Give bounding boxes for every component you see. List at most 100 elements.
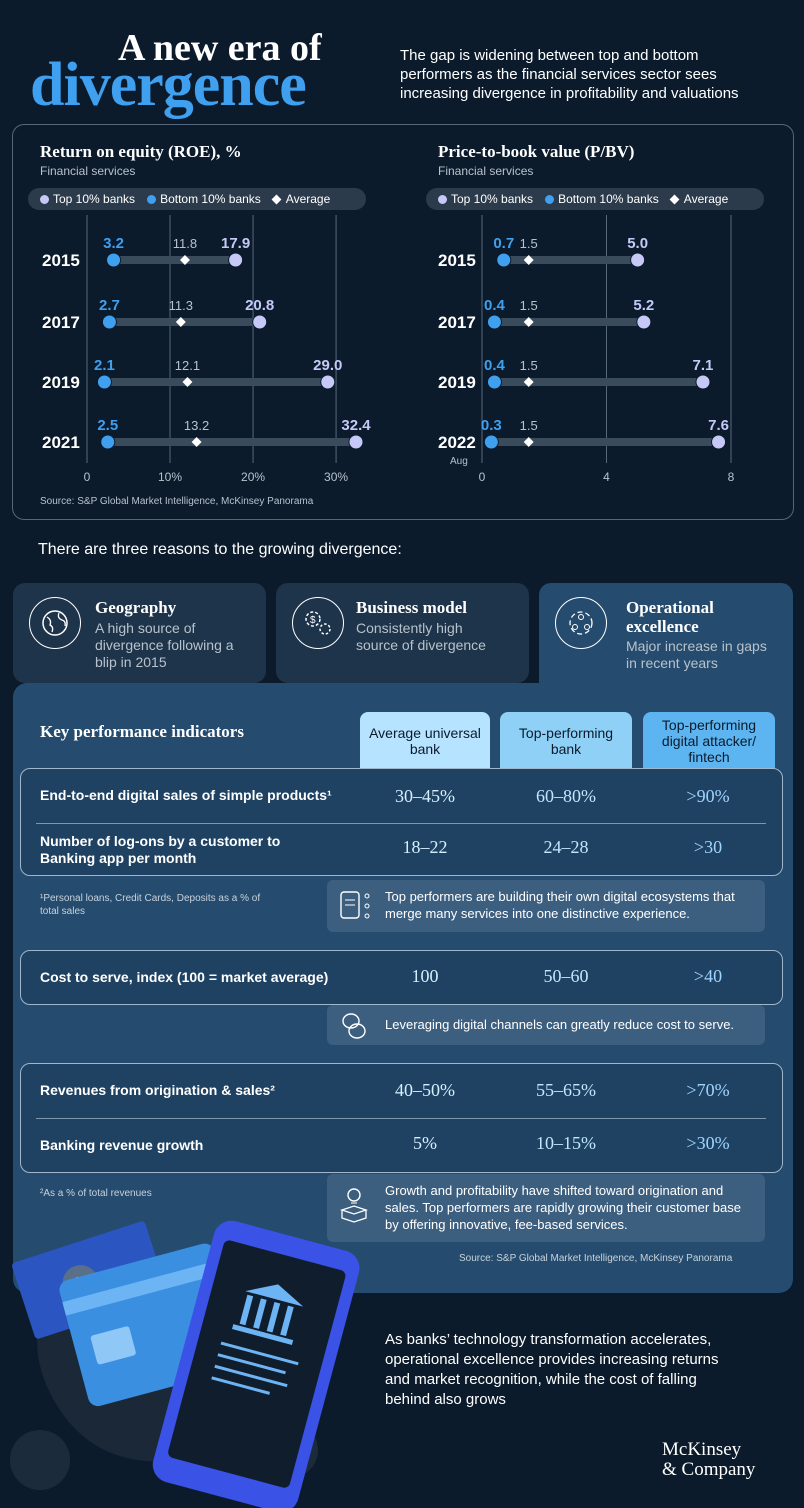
kpi-value: 24–28: [543, 837, 589, 857]
bottom-dot-icon: [545, 194, 555, 204]
bank-icon: [245, 1284, 304, 1307]
legend-top: Top 10% banks: [438, 192, 533, 206]
year-label: 2017: [42, 313, 80, 332]
roe-chart-subtitle: Financial services: [40, 164, 136, 178]
bottom-point: [483, 434, 499, 450]
top-value-label: 7.1: [693, 357, 714, 374]
kpi-row-label: End-to-end digital sales of simple produ…: [40, 787, 332, 803]
insight-text: Leveraging digital channels can greatly …: [385, 1017, 735, 1032]
kpi-value: 10–15%: [536, 1133, 596, 1153]
footnote-2: ²As a % of total revenues: [40, 1188, 152, 1199]
charts-panel: [12, 124, 794, 520]
insight-card-ecosystem: Top performers are building their own di…: [327, 880, 765, 932]
bottom-value-label: 2.1: [94, 357, 115, 374]
reason-card-business-model[interactable]: $ Business model Consistently high sourc…: [276, 583, 529, 683]
top-value-label: 32.4: [341, 417, 371, 434]
top-value-label: 5.0: [627, 235, 648, 252]
legend-bottom: Bottom 10% banks: [147, 192, 261, 206]
legend-average: Average: [669, 192, 728, 206]
legend-bottom: Bottom 10% banks: [545, 192, 659, 206]
legend-top: Top 10% banks: [40, 192, 135, 206]
mobile-network-icon: [340, 891, 370, 919]
bottom-value-label: 0.3: [481, 417, 502, 434]
diamond-icon: [669, 194, 680, 204]
kpi-value: >70%: [686, 1080, 730, 1100]
average-point: [191, 437, 202, 447]
kpi-heading: Key performance indicators: [40, 722, 244, 741]
x-tick-label: 0: [479, 470, 486, 484]
bottom-point: [96, 374, 112, 390]
phone-icon: [152, 1220, 360, 1508]
top-point: [320, 374, 336, 390]
roe-chart: 0 10% 20% 30% 2015 3.2 11.8 17.9 2017 2.7 11.3 20.8…: [42, 215, 371, 484]
reason-card-operational-excellence[interactable]: Operational excellence Major increase in…: [539, 583, 793, 693]
average-point: [523, 377, 534, 387]
column-header-average-bank: Average universal bank: [360, 712, 490, 769]
divider: [36, 823, 766, 824]
average-value-label: 12.1: [175, 358, 200, 373]
insight-text: Top performers are building their own di…: [385, 889, 735, 921]
top-point: [636, 314, 652, 330]
x-tick-label: 20%: [241, 470, 265, 484]
top-value-label: 29.0: [313, 357, 342, 374]
x-tick-label: 4: [603, 470, 610, 484]
coins-icon: [342, 1013, 366, 1039]
x-tick-label: 0: [84, 470, 91, 484]
top-point: [711, 434, 727, 450]
average-point: [523, 255, 534, 265]
column-header-top-bank: Top-performing bank: [500, 712, 632, 769]
intro-text: The gap is widening between top and bott…: [400, 47, 739, 102]
column-header-fintech: Top-performing digital attacker/ fintech: [643, 712, 775, 769]
pbv-chart: 0 4 8 2015 0.7 1.5 5.0 2017 0.4 1.5 5.2 2019 0.4 1.5 7…: [438, 215, 735, 484]
average-point: [182, 377, 193, 387]
year-label: 2019: [438, 373, 476, 392]
top-value-label: 20.8: [245, 297, 274, 314]
year-label: 2017: [438, 313, 476, 332]
kpi-source: Source: S&P Global Market Intelligence, …: [459, 1253, 733, 1264]
reasons-intro: There are three reasons to the growing d…: [38, 541, 402, 558]
average-value-label: 1.5: [520, 358, 538, 373]
bottom-point: [486, 374, 502, 390]
title-line-2: divergence: [30, 51, 307, 119]
kpi-value: 50–60: [543, 966, 589, 986]
average-value-label: 1.5: [520, 298, 538, 313]
year-label: 2015: [438, 251, 476, 270]
average-value-label: 13.2: [184, 418, 209, 433]
top-value-label: 5.2: [633, 297, 654, 314]
bottom-value-label: 0.7: [493, 235, 514, 252]
year-label: 2019: [42, 373, 80, 392]
charts-svg: 0 10% 20% 30% 2015 3.2 11.8 17.9 2017 2.7 11.3 20.8…: [42, 215, 735, 484]
top-point: [630, 252, 646, 268]
kpi-value: 5%: [413, 1133, 437, 1153]
bottom-point: [101, 314, 117, 330]
top-point: [252, 314, 268, 330]
gears-dollar-icon: $: [292, 597, 344, 649]
kpi-row-label: Banking revenue growth: [40, 1137, 204, 1153]
top-point: [348, 434, 364, 450]
bottom-point: [100, 434, 116, 450]
kpi-value: >90%: [686, 786, 730, 806]
svg-text:$: $: [310, 615, 316, 626]
diamond-icon: [271, 194, 282, 204]
year-label: 2022: [438, 433, 476, 452]
title-line-1: A new era of: [118, 27, 322, 69]
pbv-legend: Top 10% banks Bottom 10% banks Average: [426, 188, 764, 210]
bottom-value-label: 2.7: [99, 297, 120, 314]
chart-source: Source: S&P Global Market Intelligence, …: [40, 496, 314, 507]
top-point: [695, 374, 711, 390]
year-label: 2015: [42, 251, 80, 270]
kpi-group-digital: [20, 768, 783, 876]
kpi-value: >40: [693, 966, 723, 986]
insight-text: Growth and profitability have shifted to…: [385, 1183, 741, 1232]
bottom-point: [106, 252, 122, 268]
reason-title: Operational excellence: [626, 598, 714, 636]
reason-card-geography[interactable]: Geography A high source of divergence fo…: [13, 583, 266, 683]
average-value-label: 1.5: [520, 236, 538, 251]
bottom-value-label: 0.4: [484, 297, 506, 314]
x-tick-label: 8: [728, 470, 735, 484]
kpi-value: 60–80%: [536, 786, 596, 806]
top-value-label: 7.6: [708, 417, 729, 434]
roe-chart-title: Return on equity (ROE), %: [40, 142, 242, 161]
footnote-1: ¹Personal loans, Credit Cards, Deposits …: [40, 893, 261, 917]
globe-icon: [29, 597, 81, 649]
